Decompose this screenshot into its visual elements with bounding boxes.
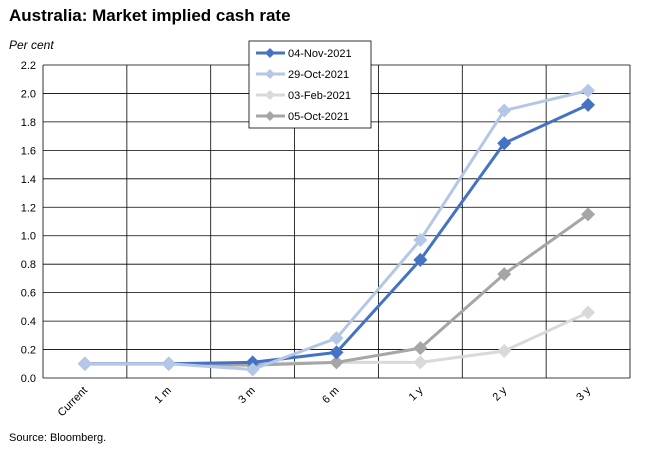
x-tick-label: 6 m — [320, 385, 341, 406]
legend-entry-label: 05-Oct-2021 — [288, 111, 349, 123]
legend-entry-label: 04-Nov-2021 — [288, 48, 352, 60]
chart-title: Australia: Market implied cash rate — [9, 6, 291, 25]
legend-entry-label: 29-Oct-2021 — [288, 69, 349, 81]
y-tick-label: 0.2 — [21, 345, 36, 357]
x-tick-label: 2 y — [490, 384, 509, 403]
data-point-marker — [161, 356, 176, 371]
x-tick-label: 1 y — [407, 384, 426, 403]
data-point-marker — [245, 355, 260, 370]
y-tick-label: 2.0 — [21, 88, 36, 100]
legend-swatch-marker — [265, 111, 275, 121]
data-point-marker — [413, 232, 428, 247]
y-unit-label: Per cent — [9, 38, 54, 52]
y-tick-label: 0.6 — [21, 288, 36, 300]
y-tick-label: 1.0 — [21, 231, 36, 243]
data-point-marker — [329, 345, 344, 360]
legend-swatch-marker — [265, 69, 275, 79]
data-point-marker — [245, 362, 260, 377]
data-point-marker — [329, 331, 344, 346]
data-point-marker — [497, 343, 512, 358]
line-chart: 0.0 0.2 0.4 0.6 0.8 1.0 1.2 1.4 1.6 1.8 2.0 2.2 Curr… — [21, 40, 631, 419]
data-point-marker — [581, 83, 596, 98]
y-tick-label: 1.8 — [21, 117, 36, 129]
x-tick-label: 3 m — [236, 385, 257, 406]
data-point-marker — [413, 355, 428, 370]
data-point-marker — [581, 207, 596, 222]
legend-entry-label: 03-Feb-2021 — [288, 90, 351, 102]
x-tick-label: Current — [56, 385, 90, 419]
data-point-marker — [581, 305, 596, 320]
data-point-marker — [497, 267, 512, 282]
data-point-marker — [581, 97, 596, 112]
source-note: Source: Bloomberg. — [9, 432, 107, 444]
data-point-marker — [497, 136, 512, 151]
y-tick-label: 2.2 — [21, 60, 36, 72]
y-tick-label: 1.4 — [21, 174, 36, 186]
y-tick-label: 1.2 — [21, 202, 36, 214]
x-tick-label: 3 y — [574, 384, 593, 403]
data-point-marker — [77, 356, 92, 371]
data-point-marker — [329, 355, 344, 370]
y-tick-label: 0.8 — [21, 259, 36, 271]
series-line — [84, 89, 589, 371]
data-point-marker — [497, 103, 512, 118]
legend-swatch-marker — [265, 48, 275, 58]
x-tick-label: 1 m — [152, 385, 173, 406]
data-point-marker — [413, 252, 428, 267]
series-line — [84, 103, 589, 366]
y-tick-label: 1.6 — [21, 145, 36, 157]
data-point-marker — [413, 341, 428, 356]
y-tick-label: 0.0 — [21, 373, 36, 385]
legend-swatch-marker — [265, 90, 275, 100]
y-tick-label: 0.4 — [21, 316, 36, 328]
